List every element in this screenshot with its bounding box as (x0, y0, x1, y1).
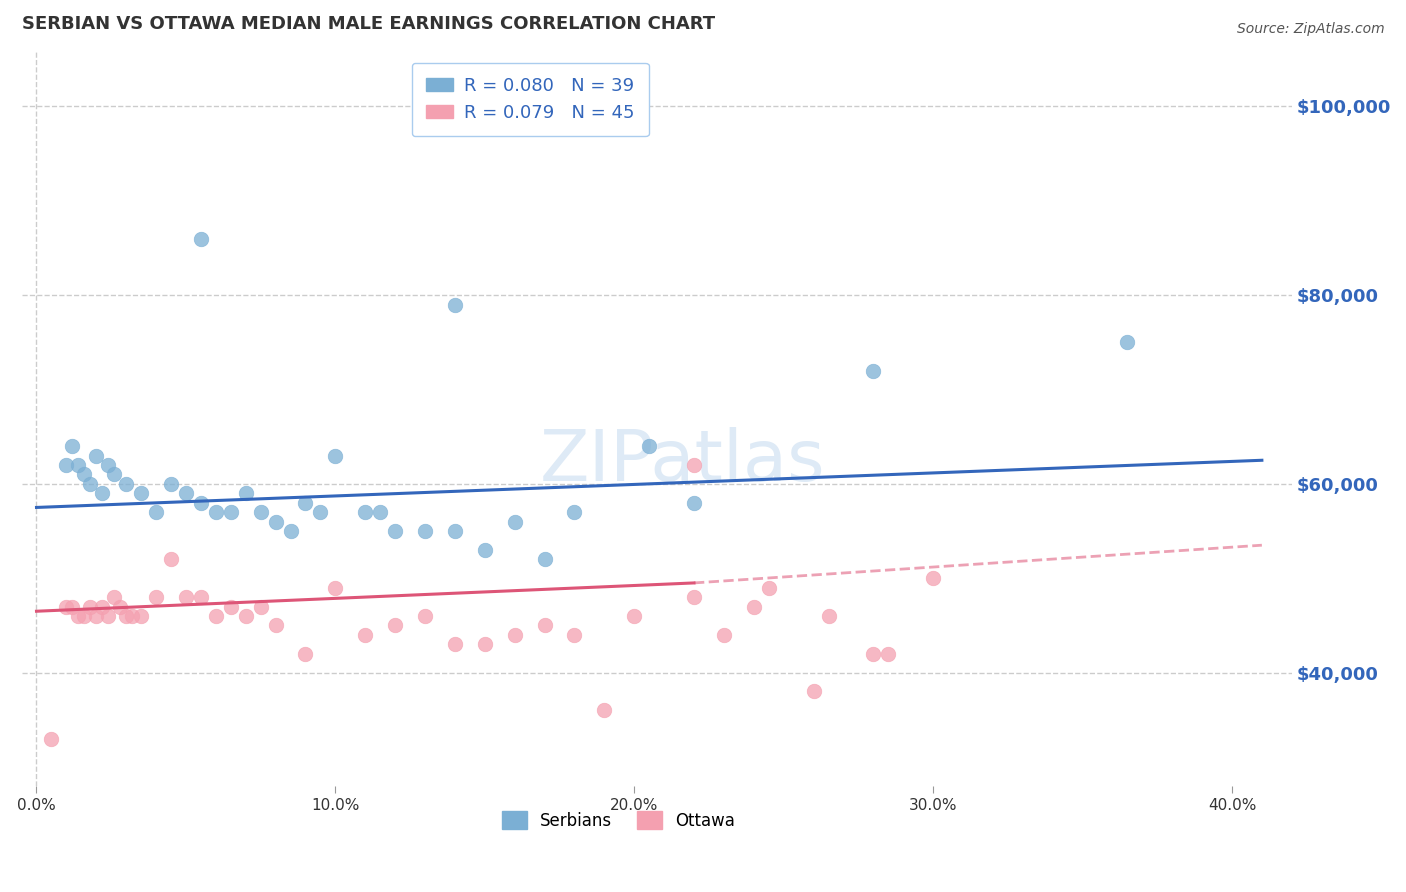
Point (877, 647, 900, 661)
Legend: Serbians, Ottawa: Serbians, Ottawa (495, 805, 742, 837)
Point (91, 599, 114, 614)
Point (413, 609, 436, 624)
Point (368, 505, 391, 519)
Point (683, 590, 706, 604)
Point (474, 542, 496, 557)
Point (325, 581, 347, 595)
Point (533, 618, 555, 632)
Point (1116, 335, 1139, 350)
Point (60, 599, 83, 614)
Point (129, 486, 152, 500)
Point (91, 486, 114, 500)
Point (309, 505, 332, 519)
Point (79, 476, 101, 491)
Point (205, 505, 228, 519)
Text: Source: ZipAtlas.com: Source: ZipAtlas.com (1237, 22, 1385, 37)
Point (742, 599, 765, 614)
Point (84, 449, 107, 463)
Point (219, 505, 242, 519)
Point (190, 231, 212, 245)
Point (115, 609, 138, 624)
Point (384, 618, 406, 632)
Point (79, 599, 101, 614)
Point (67, 458, 90, 472)
Point (384, 524, 406, 538)
Point (103, 590, 125, 604)
Point (758, 581, 780, 595)
Point (503, 515, 526, 529)
Point (803, 684, 825, 698)
Point (413, 524, 436, 538)
Point (294, 496, 316, 510)
Point (354, 505, 377, 519)
Point (249, 599, 271, 614)
Point (325, 449, 347, 463)
Point (84, 609, 107, 624)
Point (145, 505, 167, 519)
Point (108, 599, 131, 614)
Point (55, 458, 77, 472)
Point (160, 552, 183, 566)
Point (444, 524, 467, 538)
Point (219, 599, 242, 614)
Point (190, 590, 212, 604)
Point (444, 297, 467, 311)
Point (174, 590, 197, 604)
Point (41, 731, 63, 746)
Point (474, 637, 496, 651)
Point (205, 609, 228, 624)
Point (638, 439, 661, 453)
Point (503, 628, 526, 642)
Point (444, 637, 467, 651)
Point (294, 647, 316, 661)
Point (121, 609, 143, 624)
Point (862, 647, 884, 661)
Point (593, 703, 616, 717)
Point (160, 476, 183, 491)
Point (922, 571, 945, 585)
Point (623, 609, 645, 624)
Point (683, 458, 706, 472)
Point (73, 609, 96, 624)
Point (97, 458, 120, 472)
Point (683, 496, 706, 510)
Point (97, 609, 120, 624)
Point (564, 628, 586, 642)
Point (564, 505, 586, 519)
Point (103, 467, 125, 482)
Point (235, 609, 257, 624)
Point (862, 364, 884, 378)
Point (174, 486, 197, 500)
Point (264, 515, 287, 529)
Point (354, 628, 377, 642)
Point (129, 609, 152, 624)
Point (264, 618, 287, 632)
Point (533, 552, 555, 566)
Point (60, 439, 83, 453)
Point (280, 524, 302, 538)
Point (73, 467, 96, 482)
Point (249, 505, 271, 519)
Point (713, 628, 735, 642)
Text: ZIPatlas: ZIPatlas (540, 427, 825, 497)
Point (115, 476, 138, 491)
Point (67, 609, 90, 624)
Text: SERBIAN VS OTTAWA MEDIAN MALE EARNINGS CORRELATION CHART: SERBIAN VS OTTAWA MEDIAN MALE EARNINGS C… (21, 15, 714, 33)
Point (817, 609, 839, 624)
Point (145, 590, 167, 604)
Point (190, 496, 212, 510)
Point (235, 486, 257, 500)
Point (55, 599, 77, 614)
